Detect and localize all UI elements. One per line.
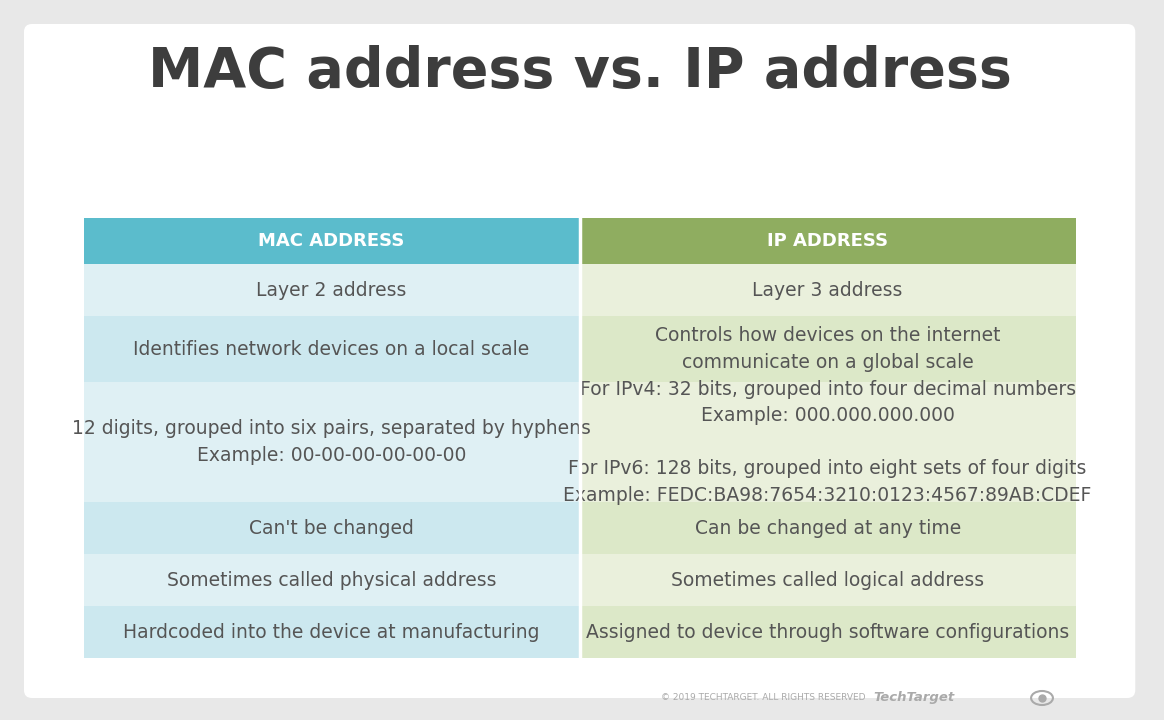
FancyBboxPatch shape xyxy=(84,316,580,382)
Text: Layer 2 address: Layer 2 address xyxy=(256,281,406,300)
FancyBboxPatch shape xyxy=(580,382,1076,502)
FancyBboxPatch shape xyxy=(580,218,1076,264)
Text: Controls how devices on the internet
communicate on a global scale: Controls how devices on the internet com… xyxy=(655,326,1000,372)
Text: MAC address vs. IP address: MAC address vs. IP address xyxy=(148,45,1012,99)
FancyBboxPatch shape xyxy=(580,606,1076,658)
FancyBboxPatch shape xyxy=(84,554,580,606)
Text: Can be changed at any time: Can be changed at any time xyxy=(695,518,960,538)
FancyBboxPatch shape xyxy=(580,264,1076,316)
Text: MAC ADDRESS: MAC ADDRESS xyxy=(258,232,405,250)
Text: Sometimes called logical address: Sometimes called logical address xyxy=(672,570,985,590)
FancyBboxPatch shape xyxy=(580,502,1076,554)
FancyBboxPatch shape xyxy=(24,24,1135,698)
Text: © 2019 TECHTARGET. ALL RIGHTS RESERVED: © 2019 TECHTARGET. ALL RIGHTS RESERVED xyxy=(661,693,865,703)
Text: For IPv4: 32 bits, grouped into four decimal numbers
Example: 000.000.000.000

F: For IPv4: 32 bits, grouped into four dec… xyxy=(563,379,1092,505)
Text: Identifies network devices on a local scale: Identifies network devices on a local sc… xyxy=(134,340,530,359)
FancyBboxPatch shape xyxy=(84,502,580,554)
FancyBboxPatch shape xyxy=(84,264,580,316)
FancyBboxPatch shape xyxy=(84,218,580,264)
Text: Can't be changed: Can't be changed xyxy=(249,518,414,538)
Text: Hardcoded into the device at manufacturing: Hardcoded into the device at manufacturi… xyxy=(123,623,540,642)
Text: Assigned to device through software configurations: Assigned to device through software conf… xyxy=(585,623,1070,642)
Text: Layer 3 address: Layer 3 address xyxy=(752,281,903,300)
Text: IP ADDRESS: IP ADDRESS xyxy=(767,232,888,250)
FancyBboxPatch shape xyxy=(84,382,580,502)
FancyBboxPatch shape xyxy=(580,554,1076,606)
Text: TechTarget: TechTarget xyxy=(873,691,954,704)
Text: 12 digits, grouped into six pairs, separated by hyphens
Example: 00-00-00-00-00-: 12 digits, grouped into six pairs, separ… xyxy=(72,419,591,464)
FancyBboxPatch shape xyxy=(580,316,1076,382)
FancyBboxPatch shape xyxy=(84,606,580,658)
Text: Sometimes called physical address: Sometimes called physical address xyxy=(166,570,496,590)
